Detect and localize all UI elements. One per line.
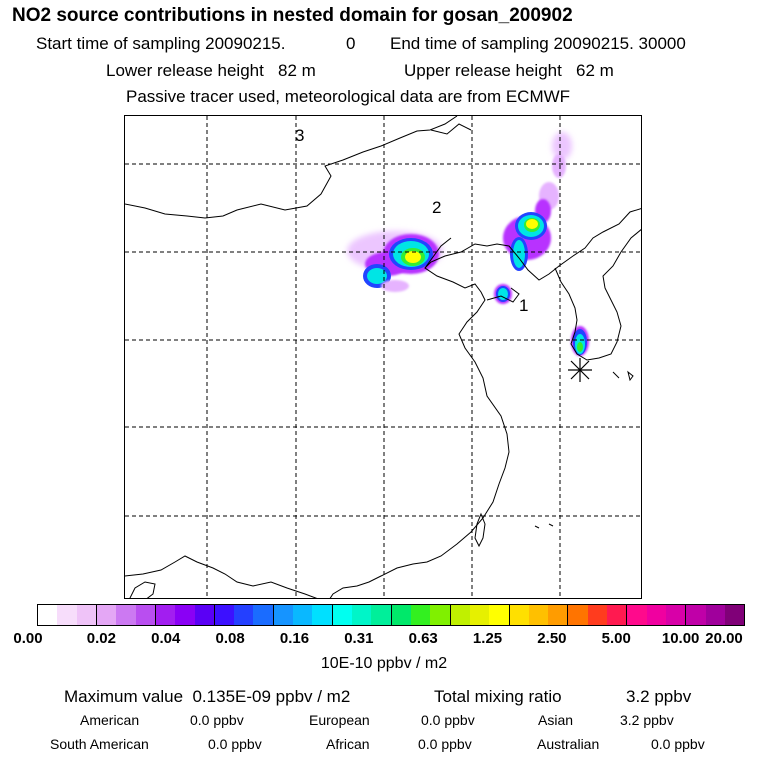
color-bar-cell: [331, 605, 352, 625]
plume-west: [347, 231, 443, 292]
color-bar-tick-label: 5.00: [601, 630, 631, 647]
color-bar-tick-label: 0.04: [151, 630, 181, 647]
color-bar-cell: [489, 605, 509, 625]
color-bar-cell: [135, 605, 155, 625]
map-panel: 1 2 3: [124, 115, 642, 599]
color-bar-tick-label: 20.00: [705, 630, 743, 647]
color-bar-cell: [410, 605, 431, 625]
color-bar-cell: [371, 605, 391, 625]
color-bar-cell: [352, 605, 372, 625]
start-time-hour: 0: [346, 34, 356, 53]
source-value-asian: 3.2 ppbv: [620, 712, 674, 728]
color-bar-cell: [234, 605, 254, 625]
color-bar-cell: [626, 605, 647, 625]
color-bar-cell: [253, 605, 273, 625]
color-bar-ticks: 0.00 0.02 0.04 0.08 0.16 0.31 0.63 1.25 2.50 5.00…: [0, 630, 768, 650]
color-bar-cell: [548, 605, 568, 625]
color-bar-tick-label: 0.16: [279, 630, 310, 647]
color-bar-cell: [528, 605, 549, 625]
source-value-european: 0.0 ppbv: [421, 712, 475, 728]
color-bar-cell: [666, 605, 686, 625]
plume-korea: [571, 326, 589, 356]
source-name-african: African: [326, 736, 370, 752]
color-bar-cell: [449, 605, 470, 625]
end-time-label: End time of sampling 20090215. 30000: [390, 34, 686, 53]
color-bar-cell: [57, 605, 77, 625]
color-bar-units: 10E-10 ppbv / m2: [320, 655, 448, 672]
source-value-american: 0.0 ppbv: [190, 712, 244, 728]
color-bar-tick-label: 0.08: [215, 630, 245, 647]
tracer-note: Passive tracer used, meteorological data…: [126, 87, 571, 106]
source-name-asian: Asian: [538, 712, 574, 728]
plume-peninsula: [494, 284, 512, 304]
color-bar-tick-label: 1.25: [472, 630, 503, 647]
total-mixing-value: 3.2 ppbv: [626, 687, 692, 706]
color-bar-cell: [95, 605, 117, 625]
color-bar-cell: [508, 605, 529, 625]
source-name-south-american: South American: [50, 736, 149, 752]
color-bar-cell: [685, 605, 706, 625]
color-bar-cell: [587, 605, 608, 625]
color-bar-tick-label: 0.31: [344, 630, 374, 647]
color-bar-cell: [312, 605, 332, 625]
region-label-1: 1: [519, 296, 528, 315]
color-bar-cell: [607, 605, 627, 625]
color-bar-cell: [430, 605, 450, 625]
color-bar-cell: [705, 605, 725, 625]
color-bar-cell: [194, 605, 214, 625]
maximum-value: Maximum value 0.135E-09 ppbv / m2: [64, 687, 351, 706]
asterisk-icon: [568, 358, 592, 382]
color-bar-cell: [38, 605, 58, 625]
color-bar-cell: [272, 605, 294, 625]
coastlines: [125, 116, 641, 598]
graticule: [125, 116, 641, 598]
color-bar-tick-label: 0.63: [408, 630, 438, 647]
color-bar-tick-label: 2.50: [537, 630, 567, 647]
plot-title: NO2 source contributions in nested domai…: [12, 5, 573, 26]
color-bar-tick-label: 0.02: [86, 630, 116, 647]
source-value-south-american: 0.0 ppbv: [208, 736, 262, 752]
color-bar-cell: [293, 605, 313, 625]
source-value-african: 0.0 ppbv: [418, 736, 472, 752]
color-bar-cell: [469, 605, 490, 625]
region-label-2: 2: [432, 198, 441, 217]
color-bar-cell: [154, 605, 176, 625]
lower-release-height: Lower release height 82 m: [106, 61, 316, 80]
color-bar-cell: [646, 605, 666, 625]
start-time-label: Start time of sampling 20090215.: [36, 34, 286, 53]
color-bar-tick-label: 0.00: [13, 630, 43, 647]
source-name-european: European: [309, 712, 370, 728]
upper-release-height: Upper release height 62 m: [404, 61, 614, 80]
source-value-australian: 0.0 ppbv: [651, 736, 705, 752]
color-bar-cell: [724, 605, 745, 625]
color-bar: [37, 604, 745, 626]
color-bar-cell: [76, 605, 96, 625]
color-bar-cell: [390, 605, 411, 625]
plume-north: [503, 132, 572, 271]
total-mixing-label: Total mixing ratio: [434, 687, 562, 706]
color-bar-cell: [567, 605, 588, 625]
source-name-australian: Australian: [537, 736, 600, 752]
color-bar-cell: [175, 605, 195, 625]
color-bar-cell: [116, 605, 136, 625]
map-canvas: 1 2 3: [125, 116, 641, 598]
color-bar-cell: [213, 605, 235, 625]
source-name-american: American: [80, 712, 140, 728]
color-bar-tick-label: 10.00: [661, 630, 700, 647]
region-label-3: 3: [295, 126, 304, 145]
